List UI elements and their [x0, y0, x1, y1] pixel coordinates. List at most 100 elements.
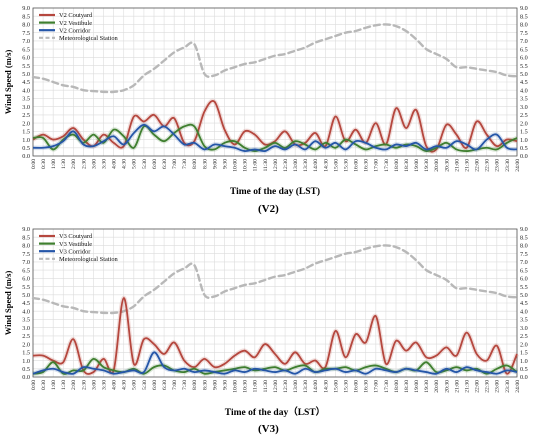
chart-v3-x-tick-label: 11:30	[263, 380, 269, 393]
chart-v3-x-tick-label: 9:30	[222, 380, 228, 390]
chart-v3-y-tick-label-left: 9.0	[22, 226, 30, 233]
chart-v3-x-tick-label: 18:00	[394, 380, 400, 393]
chart-v2-y-tick-label-right: 6.0	[520, 55, 528, 62]
chart-v2-x-tick-label: 11:30	[263, 159, 269, 172]
chart-v2-x-tick-label: 4:00	[112, 159, 118, 169]
chart-v3-x-tick-label: 5:30	[142, 380, 148, 390]
chart-v2-y-tick-label-left: 8.5	[22, 13, 30, 20]
chart-v2-x-tick-label: 10:30	[243, 159, 249, 172]
chart-v2-x-tick-label: 5:00	[132, 159, 138, 169]
chart-v3-x-tick-label: 7:00	[172, 380, 178, 390]
chart-v2-y-tick-label-right: 1.0	[520, 137, 528, 144]
chart-v3-y-tick-label-right: 4.0	[520, 308, 528, 315]
chart-v3-y-tick-label-left: 3.0	[22, 325, 30, 332]
chart-v3-y-tick-label-right: 9.0	[520, 226, 528, 233]
chart-v3-y-tick-label-left: 6.0	[22, 276, 30, 283]
chart-v3-y-tick-label-right: 0.0	[520, 374, 528, 381]
chart-v2-y-tick-label-right: 4.5	[520, 79, 528, 86]
chart-v3-x-tick-label: 6:00	[152, 380, 158, 390]
chart-v3-x-tick-label: 1:30	[61, 380, 67, 390]
chart-v3-series-v3-corridor-line	[32, 351, 518, 375]
chart-v3-x-tick-label: 20:30	[444, 380, 450, 393]
chart-v3-x-tick-label: 24:00	[515, 380, 521, 393]
chart-v2-y-tick-label-right: 1.5	[520, 129, 528, 136]
chart-v3-x-tick-label: 8:30	[202, 380, 208, 390]
chart-v2-x-tick-label: 1:00	[51, 159, 57, 169]
chart-v2-y-tick-label-left: 2.0	[22, 120, 30, 127]
chart-v2-y-tick-label-left: 3.0	[22, 104, 30, 111]
chart-v3-x-tick-label: 3:00	[91, 380, 97, 390]
chart-v3-x-tick-label: 13:30	[303, 380, 309, 393]
chart-v2-x-tick-label: 2:30	[81, 159, 87, 169]
chart-v2-y-tick-label-left: 5.0	[22, 71, 30, 78]
chart-v3-x-tick-label: 23:00	[495, 380, 501, 393]
chart-v2-x-tick-label: 3:00	[91, 159, 97, 169]
chart-v3-x-tick-label: 3:30	[101, 380, 107, 390]
chart-v2-x-tick-label: 9:30	[222, 159, 228, 169]
chart-v3-x-tick-label: 20:00	[434, 380, 440, 393]
chart-v3-y-tick-label-right: 2.5	[520, 333, 528, 340]
chart-v3-y-tick-label-right: 7.0	[520, 259, 528, 266]
chart-v3-y-tick-label-left: 1.5	[22, 350, 30, 357]
chart-v3-y-tick-label-right: 3.5	[520, 317, 528, 324]
chart-v2-x-tick-label: 7:00	[172, 159, 178, 169]
chart-v2-y-tick-label-left: 7.0	[22, 38, 30, 45]
chart-v2-x-tick-label: 16:30	[364, 159, 370, 172]
chart-v2-x-tick-label: 23:30	[505, 159, 511, 172]
chart-v2-x-tick-label: 22:30	[485, 159, 491, 172]
chart-v2-y-tick-label-right: 0.5	[520, 145, 528, 152]
chart-v2-x-tick-label: 21:00	[454, 159, 460, 172]
chart-v3-x-tick-label: 6:30	[162, 380, 168, 390]
chart-v3-x-tick-label: 16:00	[354, 380, 360, 393]
chart-v2-x-tick-label: 15:30	[343, 159, 349, 172]
chart-v3-y-tick-label-left: 8.5	[22, 234, 30, 241]
chart-v3-x-tick-label: 22:30	[485, 380, 491, 393]
chart-v3-x-tick-label: 0:00	[31, 380, 37, 390]
chart-v3-y-tick-label-left: 7.5	[22, 251, 30, 258]
chart-v2-plot-frame	[32, 7, 518, 157]
chart-v3-y-tick-label-left: 7.0	[22, 259, 30, 266]
chart-v3-x-tick-label: 18:30	[404, 380, 410, 393]
panel-label-v3: (V3)	[258, 423, 279, 435]
chart-v2-x-tick-label: 24:00	[515, 159, 521, 172]
chart-v2-x-tick-label: 6:00	[152, 159, 158, 169]
chart-v2-x-tick-label: 2:00	[71, 159, 77, 169]
chart-v2-x-tick-label: 11:00	[253, 159, 259, 172]
chart-v2-y-tick-label-left: 2.5	[22, 112, 30, 119]
chart-v3-y-tick-label-right: 4.5	[520, 300, 528, 307]
chart-v3-x-tick-label: 21:30	[464, 380, 470, 393]
chart-v2-x-tick-label: 0:30	[41, 159, 47, 169]
chart-v2-y-tick-label-right: 9.0	[520, 5, 528, 12]
chart-v2-x-tick-label: 22:00	[475, 159, 481, 172]
chart-v2-y-tick-label-left: 6.5	[22, 46, 30, 53]
chart-v3-y-tick-label-right: 5.5	[520, 284, 528, 291]
chart-v2-x-tick-label: 4:30	[122, 159, 128, 169]
chart-v2-series-meteorological-station-line	[31, 23, 519, 94]
chart-v3-x-axis-label: Time of the day（LST）	[225, 406, 325, 418]
chart-v2-y-tick-label-right: 5.5	[520, 63, 528, 70]
chart-v2-x-tick-label: 20:30	[444, 159, 450, 172]
chart-v3-x-tick-label: 22:00	[475, 380, 481, 393]
chart-v2-x-tick-label: 13:00	[293, 159, 299, 172]
chart-v3-x-tick-label: 10:30	[243, 380, 249, 393]
chart-v3-x-tick-label: 16:30	[364, 380, 370, 393]
chart-v3-y-tick-label-right: 7.5	[520, 251, 528, 258]
chart-v2-x-tick-label: 19:30	[424, 159, 430, 172]
chart-v2-y-tick-label-right: 2.0	[520, 120, 528, 127]
chart-v3-y-tick-label-right: 6.5	[520, 267, 528, 274]
chart-v2-x-tick-label: 5:30	[142, 159, 148, 169]
chart-v2-x-tick-label: 16:00	[354, 159, 360, 172]
chart-v2-y-tick-label-left: 6.0	[22, 55, 30, 62]
chart-v2-x-tick-label: 1:30	[61, 159, 67, 169]
chart-v3-x-tick-label: 12:00	[273, 380, 279, 393]
chart-v2-x-tick-label: 15:00	[333, 159, 339, 172]
chart-v2-x-tick-label: 23:00	[495, 159, 501, 172]
chart-v2-x-tick-label: 12:30	[283, 159, 289, 172]
chart-v2-x-tick-label: 6:30	[162, 159, 168, 169]
chart-v3-y-tick-label-right: 2.0	[520, 341, 528, 348]
chart-v3-y-tick-label-right: 5.0	[520, 292, 528, 299]
chart-v3-legend-label: Meteorological Station	[59, 256, 119, 263]
chart-v2-x-tick-label: 10:00	[233, 159, 239, 172]
chart-v3-y-tick-label-right: 1.5	[520, 350, 528, 357]
